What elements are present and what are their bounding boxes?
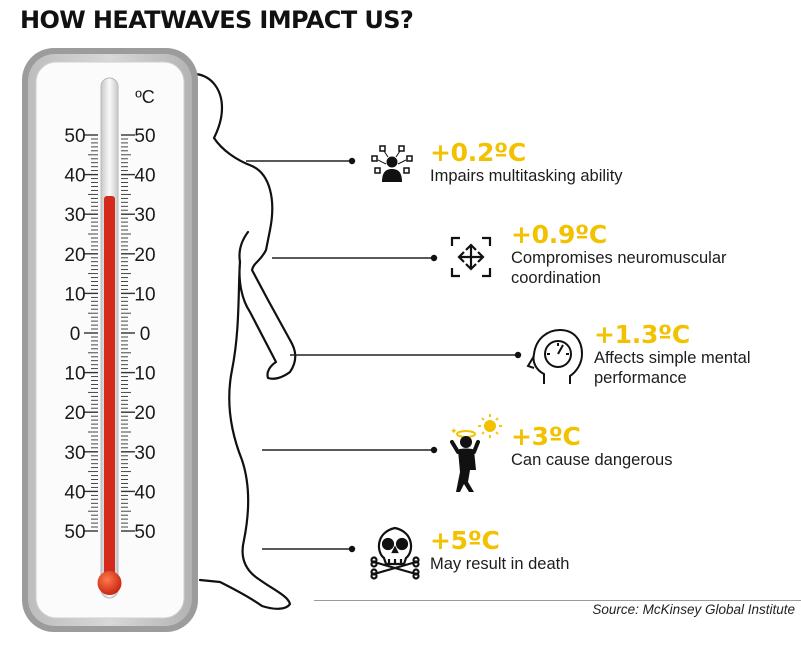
impact-description: May result in death (430, 555, 570, 573)
impact-item: +0.9ºC Compromises neuromuscular coordin… (511, 222, 766, 288)
impact-value: +0.2ºC (430, 138, 526, 167)
scale-label-right: 0 (140, 324, 151, 345)
head-gauge-icon (526, 328, 584, 384)
dizzy-person-sun-icon: ✦ (450, 414, 502, 492)
scale-label-left: 40 (64, 166, 85, 187)
impact-description: Affects simple mental performance (594, 349, 751, 387)
thermometer-bulb (97, 571, 122, 595)
connector-dot (348, 545, 356, 553)
connector-lines (246, 157, 522, 553)
scale-label-left: 10 (64, 284, 85, 305)
thermometer: 50 40 30 20 10 0 10 20 30 40 50 50 40 30 20 10 0 10 20 30 40… (22, 48, 198, 632)
scale-label-left: 10 (64, 364, 85, 385)
scale-label-right: 10 (134, 284, 155, 305)
connector-dot (348, 157, 356, 165)
impact-description: Can cause dangerous (511, 451, 673, 469)
scale-label-right: 30 (134, 443, 155, 464)
impact-item: +5ºC May result in death (430, 528, 700, 574)
page-title: HOW HEATWAVES IMPACT US? (20, 6, 414, 34)
connector-dot (430, 446, 438, 454)
impact-item: +0.2ºC Impairs multitasking ability (430, 140, 700, 186)
svg-text:✦: ✦ (450, 427, 458, 437)
unit-label: ºC (135, 87, 155, 107)
scale-label-left: 50 (64, 126, 85, 147)
scale-label-left: 30 (64, 443, 85, 464)
source-divider (314, 600, 801, 601)
scale-label-left: 20 (64, 245, 85, 266)
scale-label-right: 50 (134, 126, 155, 147)
impact-description: Compromises neuromuscular coordination (511, 249, 727, 287)
scale-label-left: 50 (64, 522, 85, 543)
scale-label-left: 0 (70, 324, 81, 345)
impact-item: +1.3ºC Affects simple mental performance (594, 322, 784, 388)
scale-label-left: 30 (64, 205, 85, 226)
scale-label-right: 20 (134, 245, 155, 266)
thermometer-scale-labels: 50 40 30 20 10 0 10 20 30 40 50 50 40 30 20 10 0 10 20 30 40… (64, 126, 155, 543)
multitasking-person-icon (371, 145, 413, 182)
thermometer-ticks (84, 134, 135, 532)
scale-label-right: 20 (134, 403, 155, 424)
mercury-column (104, 196, 115, 580)
scale-label-right: 40 (134, 482, 155, 503)
scale-label-right: 50 (134, 522, 155, 543)
impact-item: +3ºC Can cause dangerous (511, 424, 781, 470)
impact-description: Impairs multitasking ability (430, 167, 623, 185)
human-body-silhouette (194, 72, 297, 610)
connector-dot (514, 351, 522, 359)
impact-value: +5ºC (430, 526, 500, 555)
scale-label-left: 40 (64, 482, 85, 503)
scale-label-right: 10 (134, 364, 155, 385)
skull-crossbones-icon (370, 526, 420, 580)
scale-label-right: 30 (134, 205, 155, 226)
impact-value: +1.3ºC (594, 320, 690, 349)
move-arrows-icon (450, 236, 492, 278)
source-note: Source: McKinsey Global Institute (592, 602, 795, 617)
impact-value: +0.9ºC (511, 220, 607, 249)
connector-dot (430, 254, 438, 262)
scale-label-right: 40 (134, 166, 155, 187)
impact-value: +3ºC (511, 422, 581, 451)
scale-label-left: 20 (64, 403, 85, 424)
